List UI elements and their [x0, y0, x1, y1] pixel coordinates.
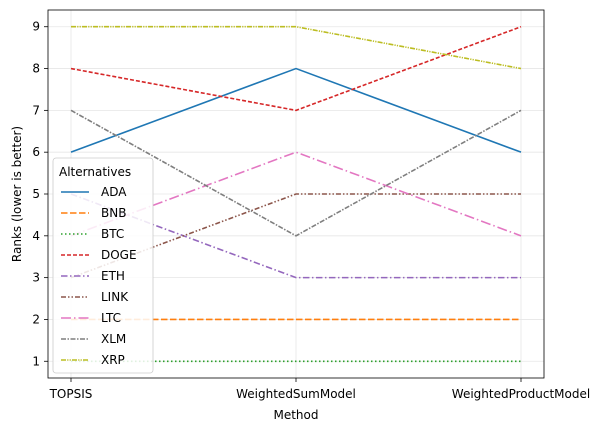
y-tick-label: 1 — [32, 354, 40, 368]
y-tick-label: 5 — [32, 187, 40, 201]
series-line-xlm — [70, 109, 522, 237]
x-tick-label: WeightedSumModel — [236, 387, 356, 401]
series-line-link — [70, 193, 521, 279]
legend-label-doge: DOGE — [101, 248, 137, 262]
series-line-doge — [70, 25, 522, 112]
y-axis-ticks: 1 2 3 4 5 6 7 8 9 — [32, 20, 48, 368]
series-line-xrp — [71, 25, 522, 70]
x-axis-ticks: TOPSIS WeightedSumModel WeightedProductMod… — [49, 378, 590, 401]
y-tick-label: 9 — [32, 20, 40, 34]
y-tick-label: 6 — [32, 145, 40, 159]
legend-label-btc: BTC — [101, 227, 124, 241]
y-axis-label: Ranks (lower is better) — [10, 126, 24, 262]
legend-items: ADA BNB BTC DOGE ETH LINK LTC XLM XRP — [61, 185, 137, 367]
series-line-ada — [70, 67, 522, 153]
legend-box — [52, 157, 154, 374]
y-tick-label: 7 — [32, 103, 40, 117]
x-tick-label: WeightedProductModel — [452, 387, 590, 401]
y-tick-label: 4 — [32, 229, 40, 243]
x-axis-label: Method — [273, 408, 318, 422]
x-tick-label: TOPSIS — [49, 387, 93, 401]
legend-label-eth: ETH — [101, 269, 125, 283]
y-tick-label: 3 — [32, 271, 40, 285]
legend-label-link: LINK — [101, 290, 129, 304]
legend-label-ltc: LTC — [101, 311, 121, 325]
legend-label-bnb: BNB — [101, 206, 126, 220]
legend-label-xlm: XLM — [101, 332, 126, 346]
legend-label-xrp: XRP — [101, 353, 125, 367]
y-tick-label: 2 — [32, 312, 40, 326]
y-tick-label: 8 — [32, 62, 40, 76]
legend: Alternatives ADA BNB BTC DOGE ETH LINK LTC XLM X… — [52, 157, 154, 374]
legend-title: Alternatives — [59, 165, 131, 179]
legend-label-ada: ADA — [101, 185, 127, 199]
